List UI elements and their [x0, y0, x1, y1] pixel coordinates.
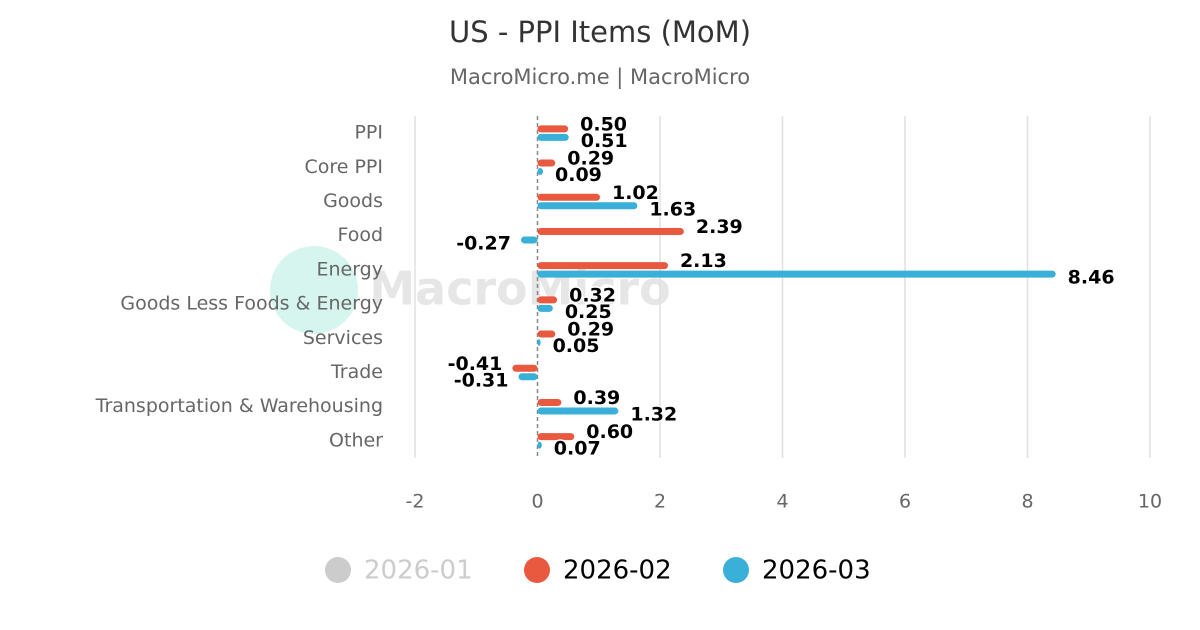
- bar: [537, 304, 553, 312]
- data-label: 2.39: [696, 216, 743, 238]
- legend-label[interactable]: 2026-01: [364, 556, 473, 586]
- bar: [537, 330, 556, 338]
- data-label: 0.05: [553, 335, 600, 357]
- x-tick-label: 4: [776, 491, 788, 513]
- data-label: 0.07: [554, 438, 601, 460]
- bar: [537, 270, 1056, 278]
- data-label: 8.46: [1068, 267, 1115, 289]
- x-tick-label: 10: [1138, 491, 1162, 513]
- bar: [518, 373, 538, 381]
- x-tick-label: 2: [654, 491, 666, 513]
- y-tick-label: PPI: [354, 122, 383, 144]
- data-label: -0.31: [454, 369, 509, 391]
- watermark: MacroMicro: [369, 262, 670, 316]
- y-tick-label: Trade: [330, 361, 383, 383]
- bar: [537, 339, 541, 347]
- bar: [537, 227, 684, 235]
- y-tick-label: Food: [337, 224, 383, 246]
- data-label: 0.29: [567, 148, 614, 170]
- y-tick-label: Goods: [323, 190, 383, 212]
- bar: [537, 159, 556, 167]
- bar: [537, 398, 562, 406]
- y-tick-label: Other: [329, 429, 383, 451]
- legend-marker: [325, 557, 351, 583]
- y-tick-label: Services: [303, 327, 383, 349]
- bar: [537, 441, 542, 449]
- legend-label[interactable]: 2026-02: [563, 556, 672, 586]
- data-label: 0.60: [586, 421, 633, 443]
- bar: [537, 168, 544, 176]
- data-label: -0.41: [448, 353, 503, 375]
- bar: [537, 133, 569, 141]
- data-label: 2.13: [680, 250, 727, 272]
- bar: [537, 296, 558, 304]
- bar: [512, 364, 538, 372]
- y-tick-label: Core PPI: [304, 156, 383, 178]
- data-label: 0.50: [580, 113, 627, 135]
- x-tick-label: 0: [531, 491, 543, 513]
- bar: [537, 125, 569, 133]
- data-label: 0.39: [573, 387, 620, 409]
- data-label: 1.63: [649, 198, 696, 220]
- bar: [520, 236, 538, 244]
- data-label: 0.29: [567, 319, 614, 341]
- data-label: 1.02: [612, 182, 659, 204]
- x-tick-label: 8: [1021, 491, 1033, 513]
- bar: [537, 433, 575, 441]
- data-label: 0.09: [555, 164, 602, 186]
- watermark-logo: [270, 246, 358, 334]
- y-tick-label: Transportation & Warehousing: [95, 395, 383, 417]
- data-label: 0.51: [581, 130, 628, 152]
- bar: [537, 262, 668, 270]
- bar: [537, 407, 619, 415]
- bar: [537, 193, 600, 201]
- data-label: 0.32: [569, 284, 616, 306]
- legend-label[interactable]: 2026-03: [762, 556, 871, 586]
- legend-marker: [524, 557, 550, 583]
- legend-marker: [723, 557, 749, 583]
- x-tick-label: -2: [406, 491, 425, 513]
- x-tick-label: 6: [899, 491, 911, 513]
- y-tick-label: Goods Less Foods & Energy: [120, 293, 383, 315]
- data-label: 0.25: [565, 301, 612, 323]
- chart-title: US - PPI Items (MoM): [449, 15, 751, 49]
- chart-subtitle: MacroMicro.me | MacroMicro: [450, 65, 750, 90]
- y-tick-label: Energy: [316, 258, 383, 280]
- bar: [537, 202, 638, 210]
- data-label: -0.27: [456, 232, 511, 254]
- data-label: 1.32: [630, 403, 677, 425]
